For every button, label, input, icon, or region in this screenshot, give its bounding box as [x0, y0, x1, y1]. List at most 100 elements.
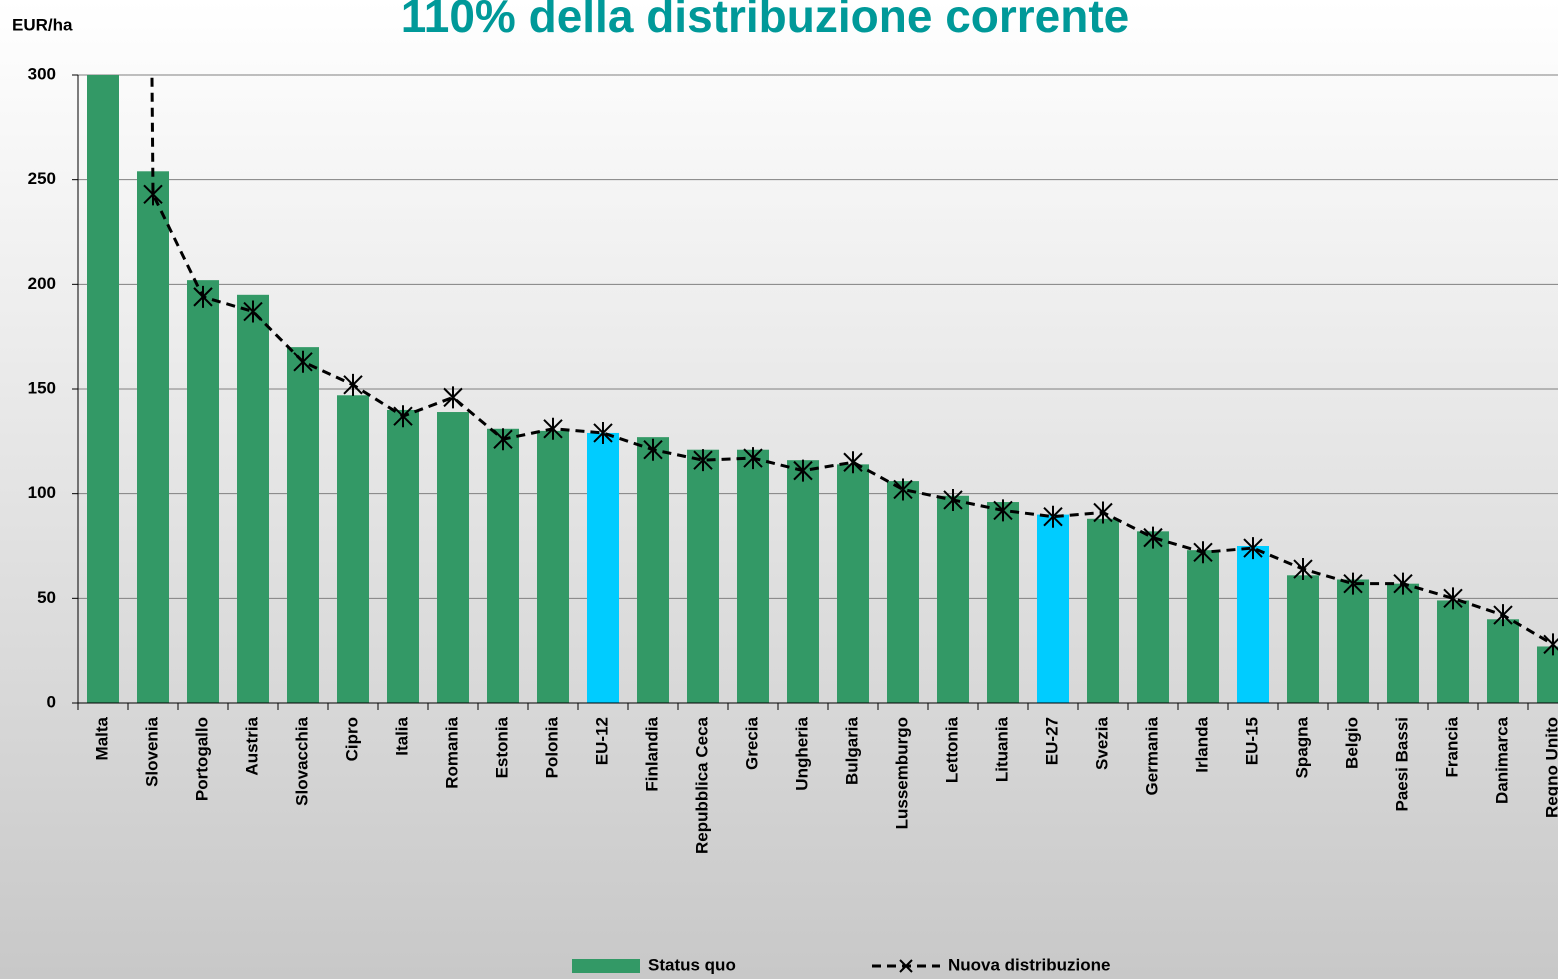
marker: [1143, 526, 1163, 549]
marker: [1393, 572, 1413, 595]
bar: [787, 460, 819, 703]
bar: [937, 495, 969, 703]
bar: [1037, 514, 1069, 703]
x-tick-label: Irlanda: [1192, 716, 1211, 772]
y-tick-label: 250: [28, 169, 56, 188]
legend-label: Status quo: [648, 955, 736, 974]
legend: Status quo Nuova distribuzione: [572, 955, 1110, 974]
x-tick-label: Lituania: [992, 716, 1011, 782]
bar: [437, 412, 469, 703]
bar: [1237, 546, 1269, 703]
x-tick-label: Romania: [442, 716, 461, 788]
x-tick-label: Slovacchia: [292, 716, 311, 805]
y-tick-label: 0: [47, 692, 56, 711]
bar: [987, 502, 1019, 703]
marker: [493, 428, 513, 451]
marker: [293, 350, 313, 373]
bar: [1287, 575, 1319, 703]
y-tick-label: 150: [28, 378, 56, 397]
x-tick-label: Svezia: [1092, 716, 1111, 769]
marker: [1243, 537, 1263, 560]
bar: [1087, 518, 1119, 703]
y-tick-label: 300: [28, 64, 56, 83]
legend-marker: [899, 959, 913, 973]
legend-swatch: [572, 959, 640, 973]
marker: [343, 373, 363, 396]
x-tick-label: Ungheria: [792, 716, 811, 790]
x-tick-label: Lettonia: [942, 716, 961, 783]
axes: 0 50 100 150 200 250 300 Malta Slovenia Portogall…: [28, 64, 1558, 854]
bar: [637, 437, 669, 703]
bar: [1437, 600, 1469, 703]
chart-title: 110% della distribuzione corrente: [401, 0, 1130, 42]
x-tick-label: EU-15: [1242, 717, 1261, 765]
marker: [593, 421, 613, 444]
bar: [837, 464, 869, 703]
bar: [187, 280, 219, 703]
marker: [1493, 604, 1513, 627]
marker: [1343, 572, 1363, 595]
x-tick-label: Germania: [1142, 716, 1161, 795]
marker: [843, 451, 863, 474]
marker: [1193, 541, 1213, 564]
x-tick-label: Spagna: [1292, 716, 1311, 778]
bar: [537, 430, 569, 703]
x-tick-label: Finlandia: [642, 716, 661, 791]
bar: [587, 432, 619, 703]
marker: [693, 449, 713, 472]
y-axis-label: EUR/ha: [12, 15, 73, 34]
y-tick-label: 50: [37, 588, 56, 607]
marker: [1093, 501, 1113, 524]
bar: [87, 75, 119, 703]
bar: [1137, 531, 1169, 703]
x-tick-label: Portogallo: [192, 717, 211, 801]
marker: [143, 183, 163, 206]
bar: [1387, 583, 1419, 703]
bar: [287, 347, 319, 703]
x-tick-label: Slovenia: [142, 716, 161, 786]
x-tick-label: Regno Unito: [1542, 717, 1558, 818]
marker: [643, 438, 663, 461]
marker: [193, 285, 213, 308]
marker: [893, 478, 913, 501]
bar: [237, 294, 269, 703]
bar: [1337, 579, 1369, 703]
marker: [1293, 558, 1313, 581]
x-tick-label: Lussemburgo: [892, 717, 911, 829]
x-tick-label: Bulgaria: [842, 716, 861, 785]
marker: [993, 499, 1013, 522]
x-tick-label: Polonia: [542, 716, 561, 778]
marker: [243, 300, 263, 323]
bar: [1487, 619, 1519, 703]
line-series: [143, 75, 1558, 656]
bar: [887, 481, 919, 703]
marker: [543, 417, 563, 440]
bar: [737, 449, 769, 703]
bars: [87, 75, 1558, 703]
bar: [337, 395, 369, 703]
marker: [1443, 587, 1463, 610]
marker: [793, 459, 813, 482]
bar: [487, 428, 519, 703]
x-tick-label: Danimarca: [1492, 716, 1511, 803]
x-tick-label: EU-12: [592, 717, 611, 765]
x-tick-label: Repubblica Ceca: [692, 716, 711, 854]
legend-label: Nuova distribuzione: [948, 955, 1110, 974]
bar: [1187, 550, 1219, 703]
x-tick-label: Francia: [1442, 716, 1461, 777]
marker: [1543, 633, 1558, 656]
x-tick-label: Malta: [92, 716, 111, 760]
x-tick-label: Paesi Bassi: [1392, 717, 1411, 812]
x-tick-label: Austria: [242, 716, 261, 775]
bar: [137, 171, 169, 703]
marker: [743, 447, 763, 470]
x-tick-label: EU-27: [1042, 717, 1061, 765]
marker: [1043, 505, 1063, 528]
marker: [443, 386, 463, 409]
y-tick-label: 200: [28, 274, 56, 293]
bar: [1537, 646, 1558, 703]
line: [150, 75, 1554, 646]
